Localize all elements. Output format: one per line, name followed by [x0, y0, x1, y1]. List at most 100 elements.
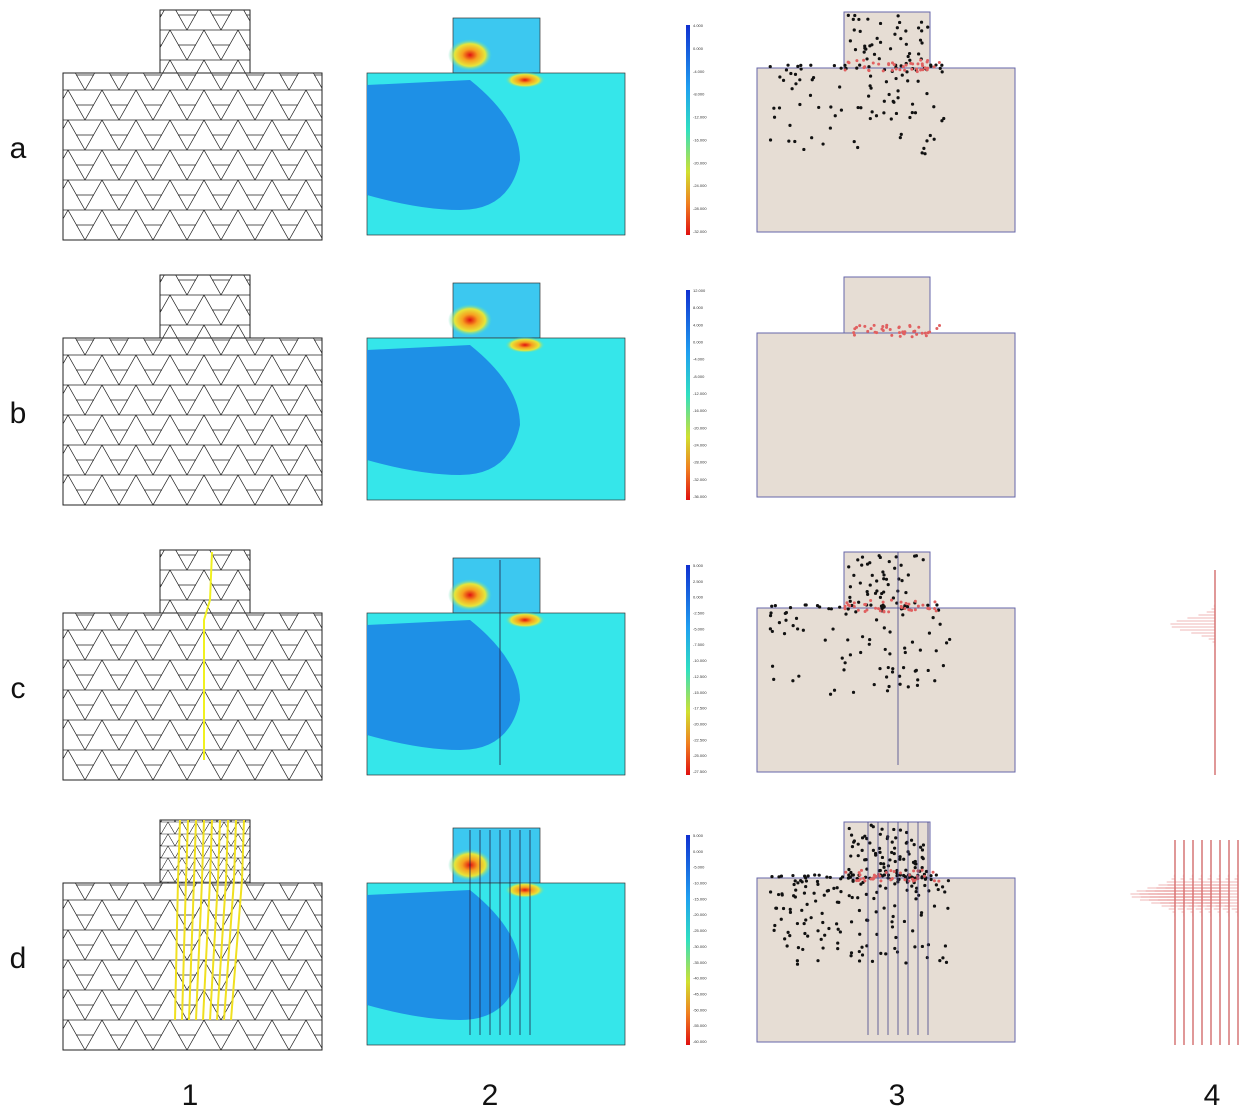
particle: [849, 920, 854, 924]
particle: [816, 959, 820, 963]
particle-red: [917, 325, 921, 329]
particle: [778, 75, 782, 79]
colorbar: [686, 290, 690, 500]
particle: [938, 66, 942, 70]
yellow-line: [181, 819, 189, 1021]
particle: [878, 850, 882, 855]
colorbar-label: 8.000: [693, 305, 704, 310]
particle: [882, 99, 886, 103]
mesh-body: [62, 72, 323, 241]
particle: [925, 955, 929, 960]
particle-red: [858, 873, 862, 877]
particle: [816, 882, 820, 886]
particle: [878, 868, 882, 873]
particle: [868, 583, 872, 587]
particle: [852, 573, 856, 577]
particle-red: [874, 606, 878, 610]
particle: [770, 875, 774, 879]
particle: [768, 138, 773, 142]
yellow-line: [188, 819, 197, 1021]
row-a: 4.000 0.000 -4.000 -8.000 -12.000 -16.000 -20.…: [10, 9, 1016, 241]
particle: [836, 941, 840, 945]
particle: [920, 151, 924, 155]
particle: [886, 873, 891, 877]
particle-red: [907, 873, 911, 877]
particle-red: [908, 324, 912, 328]
particle-red: [855, 59, 859, 63]
particle: [914, 897, 918, 901]
colorbar-label: -15.000: [693, 690, 707, 695]
particle: [817, 105, 821, 110]
particle-red: [887, 610, 891, 614]
particle: [825, 875, 829, 879]
particle: [875, 36, 879, 40]
particle: [800, 908, 804, 912]
particle-red: [863, 879, 867, 883]
particle: [791, 624, 795, 628]
particle: [923, 883, 927, 888]
particle-red: [912, 869, 916, 873]
particle: [768, 890, 773, 894]
row-c: 5.000 2.500 0.000 -2.500 -5.000 -7.500 -10.000…: [11, 549, 1216, 781]
particle: [931, 615, 935, 620]
particle: [865, 836, 869, 841]
particle-red: [903, 68, 907, 72]
particle-red: [903, 878, 907, 882]
colorbar-label: 4.000: [693, 23, 704, 28]
particle-red: [879, 879, 883, 883]
particle: [839, 890, 843, 894]
particle: [919, 911, 924, 915]
particle: [799, 63, 803, 67]
particle-top: [843, 276, 931, 334]
colorbar-label: 5.000: [693, 833, 704, 838]
particle: [849, 954, 853, 958]
particle: [871, 848, 875, 852]
particle: [848, 599, 852, 603]
particle-red: [863, 324, 867, 328]
particle: [926, 603, 930, 607]
colorbar-label: -36.000: [693, 494, 707, 499]
particle: [860, 848, 864, 852]
particle-red: [889, 869, 893, 873]
particle: [792, 894, 796, 898]
colorbar-label: 0.000: [693, 46, 704, 51]
particle: [868, 637, 872, 642]
particle: [864, 857, 868, 862]
particle: [917, 893, 921, 897]
particle: [882, 865, 886, 869]
particle: [923, 877, 928, 881]
colorbar-label: -12.500: [693, 674, 707, 679]
particle: [878, 40, 883, 44]
particle: [926, 943, 931, 947]
particle-red: [932, 879, 936, 883]
particle: [870, 573, 874, 577]
yellow-line: [230, 819, 245, 1021]
colorbar-label: -40.000: [693, 976, 707, 981]
particle: [879, 861, 883, 866]
particle: [881, 570, 885, 574]
particle: [858, 932, 862, 936]
particle: [780, 893, 784, 897]
particle: [925, 139, 929, 143]
particle: [779, 874, 784, 878]
particle: [923, 152, 927, 156]
particle: [799, 878, 803, 883]
colorbar: [686, 565, 690, 775]
particle: [860, 635, 865, 639]
particle: [936, 887, 940, 892]
particle: [894, 111, 899, 116]
particle: [770, 604, 774, 608]
particle: [828, 126, 832, 130]
particle-red: [884, 870, 888, 874]
particle: [784, 611, 788, 615]
particle: [802, 921, 806, 926]
particle-red: [903, 607, 907, 611]
colorbar-label: -4.000: [693, 357, 705, 362]
particle-red: [916, 604, 920, 608]
particle: [920, 41, 924, 45]
particle: [846, 638, 850, 642]
colorbar-label: 5.000: [693, 563, 704, 568]
row-label: a: [10, 132, 27, 165]
colorbar-label: -45.000: [693, 991, 707, 996]
particle: [839, 108, 844, 112]
